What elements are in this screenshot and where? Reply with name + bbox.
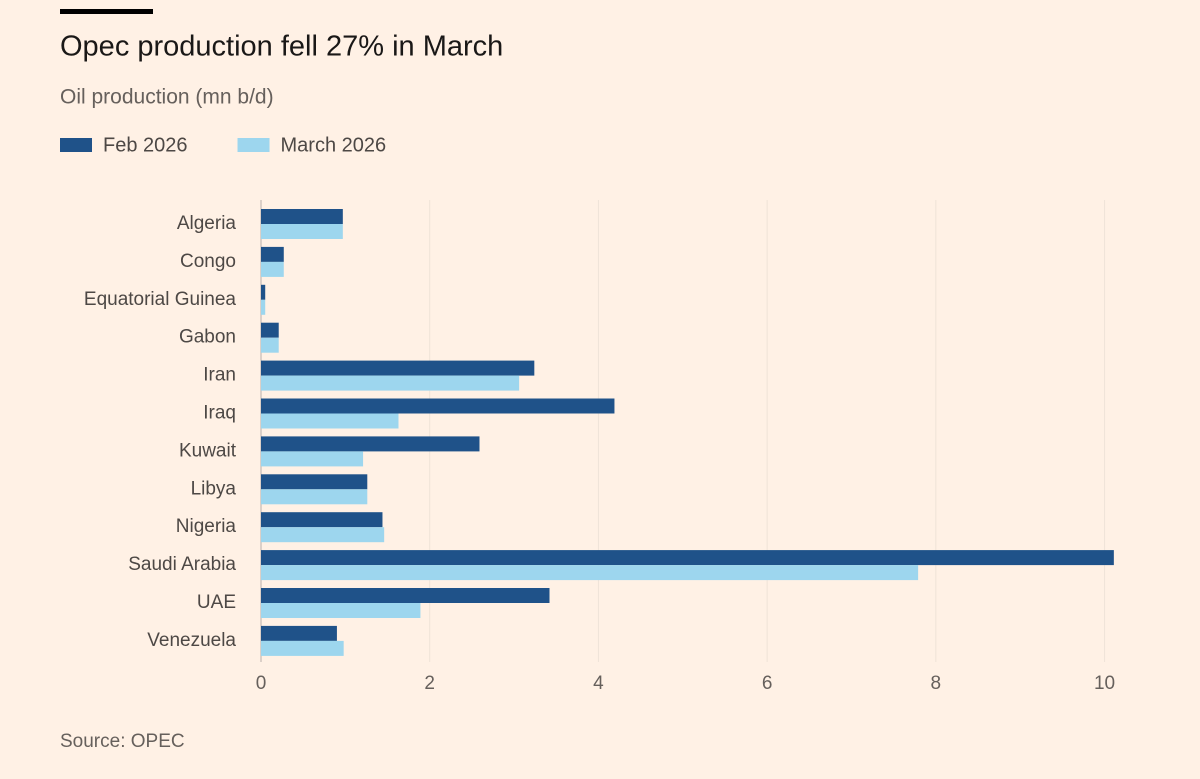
- x-tick-label: 2: [424, 673, 435, 694]
- bar: [261, 246, 284, 262]
- chart-title: Opec production fell 27% in March: [60, 31, 503, 63]
- legend-label: March 2026: [281, 134, 387, 156]
- bar: [261, 451, 364, 467]
- bar: [261, 436, 480, 452]
- bar: [261, 398, 615, 414]
- y-tick-label: Gabon: [179, 327, 236, 348]
- bar: [261, 375, 520, 391]
- bar: [261, 565, 919, 581]
- bar: [261, 550, 1114, 566]
- legend-label: Feb 2026: [103, 134, 188, 156]
- bar: [261, 489, 368, 505]
- chart-subtitle: Oil production (mn b/d): [60, 86, 274, 109]
- y-tick-label: Kuwait: [179, 440, 237, 461]
- bar: [261, 322, 279, 338]
- y-tick-label: Nigeria: [176, 516, 237, 537]
- bar: [261, 413, 399, 429]
- bar: [261, 625, 337, 641]
- y-tick-label: Libya: [191, 478, 237, 499]
- y-tick-label: Saudi Arabia: [128, 554, 236, 575]
- y-tick-label: Venezuela: [147, 630, 236, 651]
- bar: [261, 209, 343, 224]
- x-tick-label: 6: [762, 673, 773, 694]
- x-tick-label: 10: [1094, 673, 1115, 694]
- legend-swatch: [237, 138, 270, 152]
- bar: [261, 527, 385, 543]
- y-tick-label: Congo: [180, 251, 236, 272]
- bar: [261, 603, 421, 618]
- bar: [261, 474, 368, 490]
- bar: [261, 261, 284, 277]
- y-tick-label: Iran: [203, 365, 236, 386]
- bar: [261, 512, 383, 528]
- y-tick-label: Iraq: [203, 403, 236, 424]
- bar: [261, 337, 279, 353]
- bar: [261, 360, 535, 376]
- bar: [261, 640, 344, 656]
- bar: [261, 588, 550, 603]
- x-tick-label: 8: [931, 673, 942, 694]
- bar: [261, 224, 343, 239]
- source: Source: OPEC: [60, 731, 185, 752]
- x-tick-label: 4: [593, 673, 604, 694]
- y-tick-label: Equatorial Guinea: [84, 289, 237, 310]
- y-tick-label: UAE: [197, 592, 236, 613]
- title-rule: [60, 9, 153, 14]
- y-tick-label: Algeria: [177, 213, 237, 234]
- bar: [261, 284, 266, 300]
- bar: [261, 299, 266, 315]
- legend-swatch: [60, 138, 92, 152]
- x-tick-label: 0: [256, 673, 267, 694]
